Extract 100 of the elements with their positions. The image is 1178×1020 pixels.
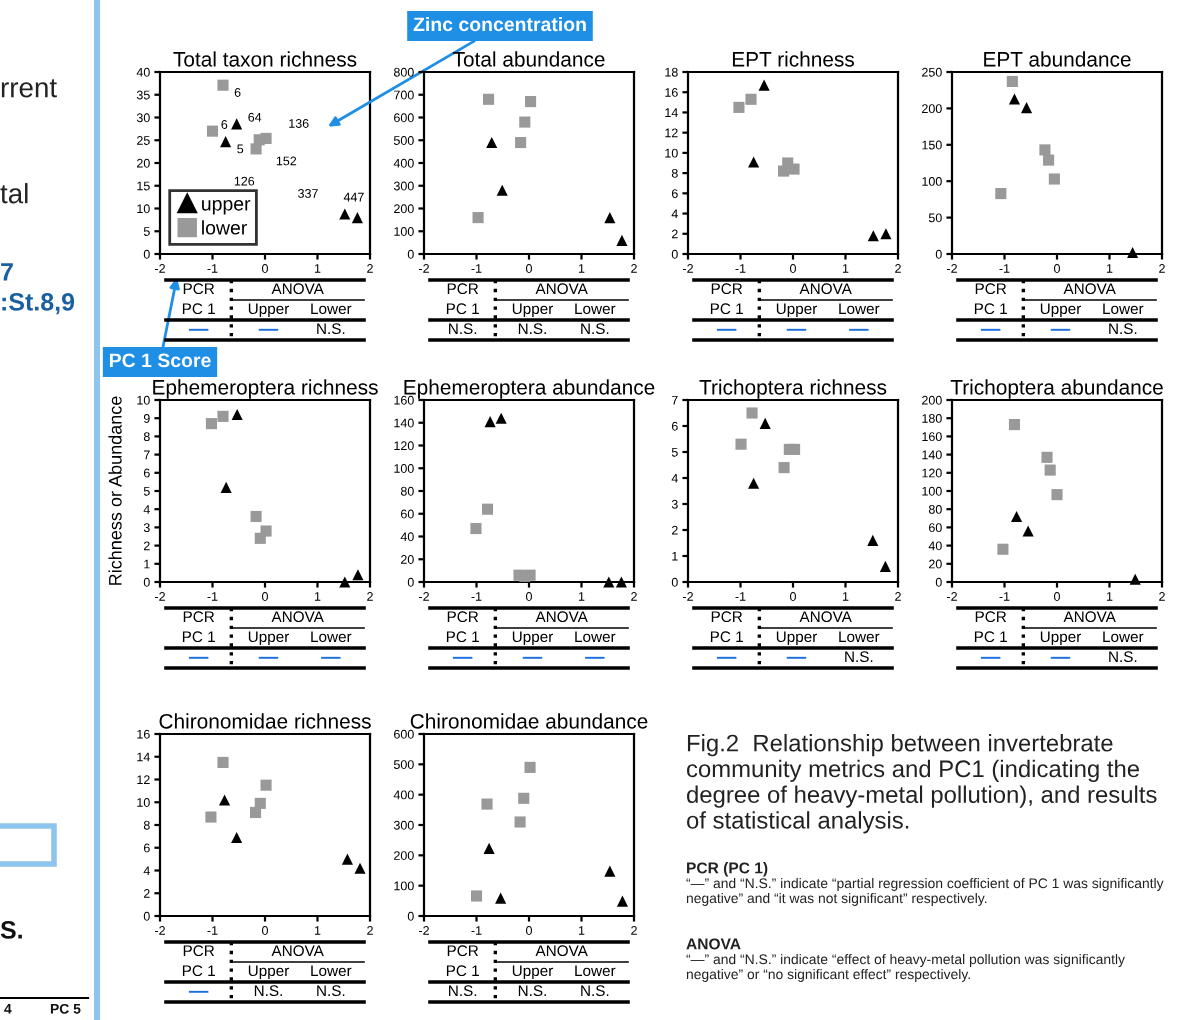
point	[1044, 464, 1056, 476]
text: —	[258, 656, 279, 659]
point	[789, 443, 801, 455]
text: PC 1 Score	[109, 353, 211, 368]
text: —	[980, 656, 1001, 659]
point	[495, 892, 507, 904]
text: —	[522, 656, 543, 659]
point	[250, 510, 262, 523]
point	[788, 163, 800, 175]
point	[879, 560, 891, 572]
text: —	[188, 990, 209, 993]
point	[1051, 489, 1063, 501]
point	[341, 853, 353, 865]
point	[1008, 419, 1021, 431]
point	[1129, 573, 1141, 585]
text: —	[585, 656, 605, 659]
point	[758, 79, 770, 91]
point	[217, 410, 229, 422]
text: —	[188, 656, 209, 659]
point	[604, 212, 616, 224]
text: —	[452, 656, 473, 659]
chart-title: Trichoptera richness	[699, 379, 887, 399]
point	[470, 522, 482, 535]
chart-title: Chironomidae richness	[159, 713, 371, 729]
point	[733, 101, 745, 113]
point	[1022, 525, 1034, 537]
point	[472, 212, 484, 224]
point	[486, 136, 498, 149]
point	[1011, 510, 1023, 523]
y-axis-title: Richness or Abundance	[108, 396, 122, 585]
text: —	[188, 328, 209, 331]
text: Zinc concentration	[413, 16, 586, 32]
point	[1127, 246, 1139, 259]
point	[616, 895, 629, 907]
chart-title: EPT richness	[732, 51, 855, 67]
text: —	[1050, 328, 1071, 331]
text: S.	[0, 921, 22, 939]
point	[260, 132, 272, 144]
point	[231, 831, 243, 844]
legend-label: lower	[202, 220, 247, 235]
point	[519, 116, 531, 128]
text: tal	[0, 183, 28, 204]
text: —	[321, 656, 341, 659]
point	[778, 462, 790, 474]
point	[481, 503, 494, 515]
point	[206, 125, 219, 137]
text: —	[716, 656, 737, 659]
point	[470, 890, 483, 902]
point	[220, 136, 232, 148]
text: 7	[1, 263, 13, 281]
point	[746, 407, 758, 419]
point	[514, 816, 526, 828]
point	[616, 234, 628, 246]
chart-title: Trichoptera abundance	[950, 379, 1163, 399]
text: —	[1050, 656, 1071, 659]
point	[481, 798, 493, 810]
point	[495, 412, 507, 424]
point	[603, 576, 615, 588]
point	[219, 794, 231, 806]
point	[748, 156, 760, 168]
point	[735, 438, 747, 450]
point	[1039, 144, 1051, 156]
chart-title: Total taxon richness	[173, 51, 357, 67]
legend-label: upper	[202, 199, 251, 215]
point	[867, 534, 879, 546]
point	[205, 811, 217, 823]
point	[1043, 154, 1055, 166]
point	[525, 96, 537, 108]
point	[354, 862, 366, 874]
point	[604, 865, 616, 877]
point	[1006, 75, 1018, 88]
point	[351, 212, 363, 224]
point	[615, 576, 627, 588]
text: —	[980, 328, 1001, 331]
point	[231, 409, 243, 421]
point	[518, 792, 530, 804]
point	[759, 417, 771, 429]
point	[352, 569, 364, 581]
point	[1048, 173, 1060, 185]
text: —	[716, 328, 737, 331]
point	[1041, 451, 1053, 463]
text: rrent	[1, 79, 57, 98]
point	[515, 136, 527, 149]
chart-title: Ephemeroptera richness	[153, 379, 378, 399]
point	[748, 477, 760, 489]
point	[496, 184, 508, 196]
point	[745, 93, 757, 105]
text: —	[786, 656, 807, 659]
point	[524, 761, 536, 773]
text: —	[258, 328, 279, 331]
text: :St.8,9	[2, 293, 75, 315]
point	[339, 208, 351, 220]
point	[483, 842, 495, 854]
point	[260, 525, 272, 537]
point	[524, 569, 536, 581]
text: —	[849, 328, 869, 331]
point	[1008, 93, 1021, 105]
chart-title: Ephemeroptera abundance	[404, 379, 655, 399]
point	[217, 756, 229, 768]
point	[997, 543, 1009, 555]
